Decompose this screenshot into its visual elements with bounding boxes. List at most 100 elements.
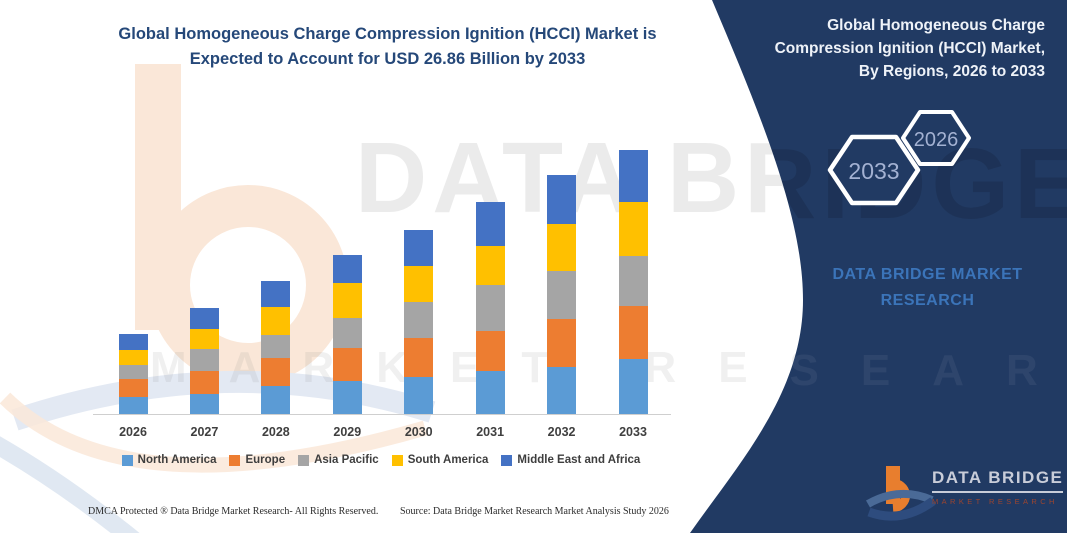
bar-2033: [618, 150, 648, 414]
watermark-databridge-navy: DATA BRIDGE: [355, 128, 1067, 240]
bar-segment-asia-pacific: [475, 285, 505, 331]
legend-label: South America: [407, 454, 489, 466]
legend-label: Asia Pacific: [314, 454, 379, 466]
bar-segment-middle-east-and-africa: [547, 175, 577, 225]
bar-segment-asia-pacific: [404, 301, 434, 339]
x-axis-line: [93, 414, 671, 415]
bar-segment-north-america: [475, 371, 505, 414]
bar-segment-south-america: [475, 246, 505, 286]
bar-segment-middle-east-and-africa: [618, 150, 648, 202]
bar-segment-europe: [475, 330, 505, 372]
brand-line2: RESEARCH: [880, 292, 975, 309]
panel-title-line2: Compression Ignition (HCCI) Market,: [774, 40, 1045, 57]
dmca-footer-text: DMCA Protected ® Data Bridge Market Rese…: [88, 506, 379, 517]
x-axis-label-2031: 2031: [476, 425, 505, 439]
brand-line1: DATA BRIDGE MARKET: [832, 266, 1023, 283]
bar-segment-asia-pacific: [189, 349, 219, 371]
x-axis-label-2028: 2028: [261, 425, 290, 439]
bar-segment-north-america: [547, 366, 577, 414]
hexagon-2026: [901, 110, 971, 166]
bar-2029: [332, 254, 362, 414]
bar-segment-middle-east-and-africa: [404, 229, 434, 267]
brand-wordmark: DATA BRIDGE MARKET RESEARCH: [795, 262, 1060, 314]
legend-swatch: [121, 454, 133, 466]
bar-segment-europe: [547, 319, 577, 367]
legend-item-europe: Europe: [229, 454, 285, 466]
legend-swatch: [298, 454, 310, 466]
bar-2030: [404, 229, 434, 414]
bar-2027: [189, 307, 219, 414]
bar-2026: [118, 334, 148, 414]
legend-label: Middle East and Africa: [517, 454, 641, 466]
x-axis-label-2026: 2026: [119, 425, 147, 439]
bar-segment-north-america: [618, 359, 648, 414]
logo-subtitle: MARKET RESEARCH: [932, 497, 1058, 506]
bar-2032: [547, 175, 577, 414]
bar-segment-europe: [404, 338, 434, 377]
bar-segment-europe: [118, 379, 148, 398]
bar-segment-south-america: [261, 307, 291, 335]
x-axis-label-2033: 2033: [619, 425, 647, 439]
bar-segment-north-america: [332, 381, 362, 414]
bar-segment-asia-pacific: [261, 334, 291, 359]
bar-segment-south-america: [118, 349, 148, 366]
bar-segment-middle-east-and-africa: [189, 307, 219, 330]
logo-name: DATA BRIDGE: [932, 468, 1064, 493]
bar-segment-asia-pacific: [118, 365, 148, 380]
watermark-marketresearch-navy: MARKET RESEARCH: [150, 346, 1067, 395]
databridge-logo-text: DATA BRIDGE MARKET RESEARCH: [932, 468, 1064, 506]
chart-title-line2: Expected to Account for USD 26.86 Billio…: [189, 50, 586, 68]
panel-title-line1: Global Homogeneous Charge: [827, 17, 1045, 34]
bar-segment-europe: [618, 305, 648, 360]
bar-segment-north-america: [118, 397, 148, 414]
chart-title-line1: Global Homogeneous Charge Compression Ig…: [118, 25, 657, 43]
legend-item-north-america: North America: [121, 454, 217, 466]
chart-title: Global Homogeneous Charge Compression Ig…: [85, 22, 690, 72]
databridge-logo-icon: [865, 466, 936, 521]
panel-title-line3: By Regions, 2026 to 2033: [858, 63, 1045, 80]
panel-background: [690, 0, 1067, 533]
bar-segment-middle-east-and-africa: [475, 202, 505, 247]
bar-segment-europe: [189, 370, 219, 394]
legend-item-middle-east-and-africa: Middle East and Africa: [501, 454, 640, 466]
bar-segment-south-america: [332, 283, 362, 319]
bar-segment-europe: [332, 348, 362, 382]
bar-segment-north-america: [404, 376, 434, 414]
x-axis-label-2030: 2030: [404, 425, 433, 439]
legend-swatch: [501, 454, 513, 466]
panel-title: Global Homogeneous Charge Compression Ig…: [715, 14, 1045, 83]
bar-segment-middle-east-and-africa: [332, 254, 362, 284]
bar-2028: [261, 280, 291, 414]
legend-label: North America: [137, 454, 217, 466]
bar-segment-middle-east-and-africa: [261, 280, 291, 308]
legend-item-south-america: South America: [391, 454, 489, 466]
x-axis-label-2029: 2029: [333, 425, 362, 439]
bar-segment-south-america: [547, 224, 577, 271]
x-axis-label-2032: 2032: [547, 425, 576, 439]
legend-item-asia-pacific: Asia Pacific: [298, 454, 379, 466]
bar-segment-north-america: [261, 385, 291, 414]
legend-label: Europe: [245, 454, 286, 466]
legend-swatch: [229, 454, 241, 466]
bar-segment-north-america: [189, 393, 219, 414]
bar-segment-asia-pacific: [618, 255, 648, 306]
hexagon-2033: [827, 134, 921, 206]
bar-segment-south-america: [618, 201, 648, 256]
bar-segment-europe: [261, 358, 291, 386]
bar-segment-south-america: [404, 266, 434, 302]
bar-segment-asia-pacific: [547, 270, 577, 320]
hexagon-2026-label: 2026: [914, 129, 959, 151]
hexagon-2033-label: 2033: [848, 158, 899, 184]
chart-legend: North America Europe Asia Pacific South Ame…: [90, 454, 672, 466]
bar-segment-south-america: [189, 329, 219, 350]
legend-swatch: [391, 454, 403, 466]
bar-2031: [475, 202, 505, 414]
source-footer-text: Source: Data Bridge Market Research Mark…: [400, 506, 669, 517]
bar-segment-middle-east-and-africa: [118, 334, 148, 350]
x-axis-label-2027: 2027: [190, 425, 219, 439]
